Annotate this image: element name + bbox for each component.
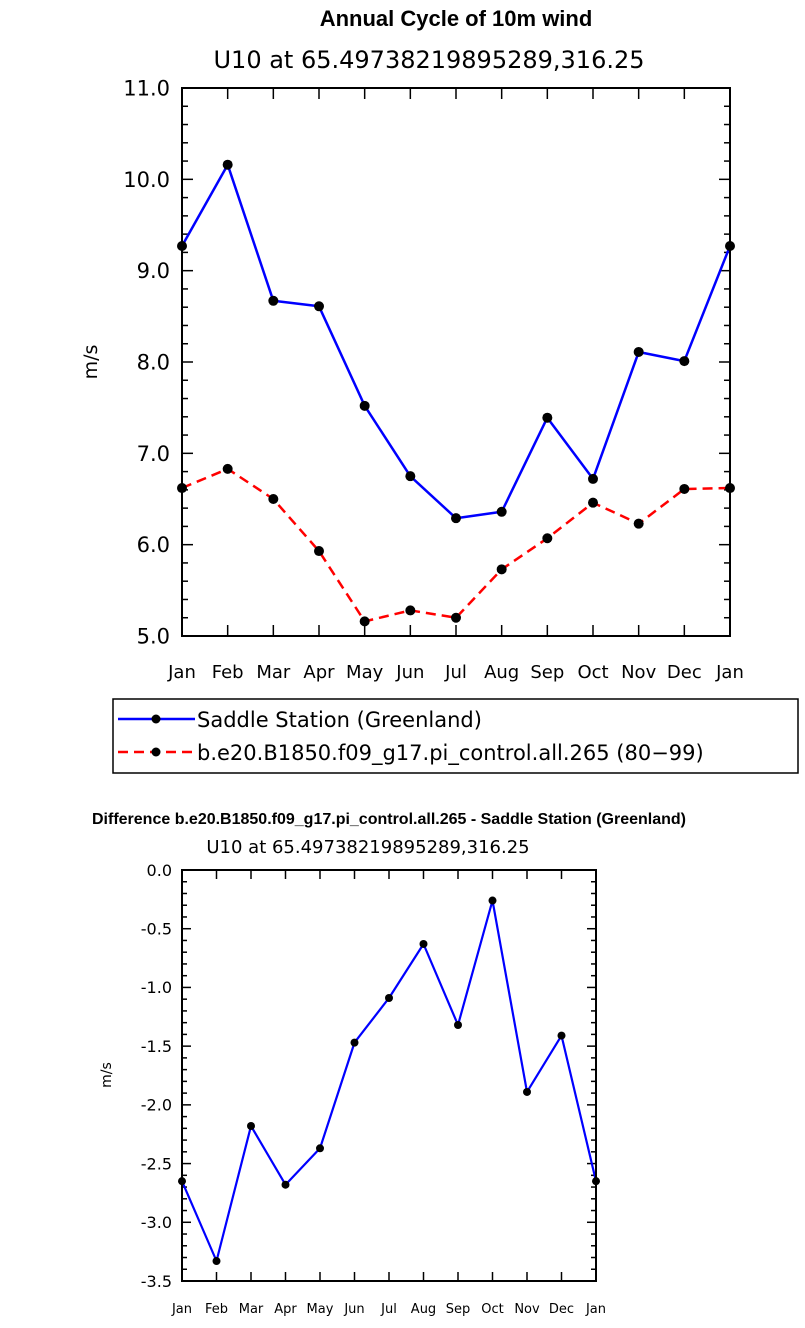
x-tick-label: Mar [239, 1302, 264, 1317]
data-point [451, 513, 461, 524]
y-tick-label: 6.0 [137, 533, 170, 557]
x-tick-label: Jan [171, 1302, 192, 1317]
legend-entry-observed: Saddle Station (Greenland) [118, 708, 482, 732]
data-point [281, 1180, 290, 1189]
x-tick-label: Oct [577, 662, 608, 683]
data-point [419, 939, 428, 948]
data-point [451, 612, 461, 623]
data-point [247, 1121, 255, 1130]
y-tick-label: 5.0 [137, 625, 170, 649]
x-tick-label: Aug [484, 662, 519, 683]
chart1-lines [177, 159, 735, 627]
chart2-plot-frame [181, 869, 597, 1282]
x-tick-label: Dec [549, 1302, 574, 1317]
chart1-plot-frame [181, 87, 731, 637]
x-tick-label: Mar [256, 662, 291, 683]
data-point [268, 494, 279, 504]
y-tick-label: -1.5 [141, 1037, 172, 1056]
x-tick-label: Sep [446, 1302, 471, 1317]
y-tick-label: 10.0 [123, 168, 170, 192]
chart1-title: Annual Cycle of 10m wind [320, 6, 593, 31]
x-tick-label: Feb [205, 1302, 228, 1317]
data-point [222, 463, 233, 474]
x-tick-label: Jul [380, 1302, 397, 1317]
x-tick-label: Jul [444, 662, 467, 683]
x-tick-label: Jun [343, 1302, 364, 1317]
legend-label-model: b.e20.B1850.f09_g17.pi_control.all.265 (… [197, 741, 704, 766]
data-point [405, 605, 416, 616]
legend-label-observed: Saddle Station (Greenland) [197, 708, 482, 732]
data-point [588, 497, 598, 508]
data-point [316, 1144, 324, 1153]
data-point [405, 471, 416, 482]
y-tick-label: 8.0 [137, 351, 170, 375]
data-point [350, 1038, 359, 1047]
legend-marker-model [151, 747, 161, 757]
x-tick-label: Jun [395, 662, 424, 683]
chart2-lines [178, 896, 600, 1266]
legend-entry-model: b.e20.B1850.f09_g17.pi_control.all.265 (… [118, 741, 704, 766]
data-point [557, 1031, 566, 1040]
x-tick-label: Jan [167, 662, 196, 683]
data-point [679, 483, 690, 494]
data-point [633, 346, 644, 357]
x-tick-label: Sep [530, 662, 564, 683]
data-point [314, 301, 324, 312]
x-tick-label: May [346, 662, 384, 683]
data-point [488, 896, 497, 905]
x-tick-label: Jan [585, 1302, 606, 1317]
data-point [385, 993, 393, 1002]
y-tick-label: 9.0 [137, 259, 170, 283]
data-point [268, 295, 279, 306]
data-point [542, 412, 553, 423]
x-tick-label: Apr [274, 1302, 297, 1317]
chart2-ylabel: m/s [99, 1062, 115, 1088]
legend-box [112, 698, 799, 774]
y-tick-label: -2.5 [141, 1154, 172, 1173]
x-tick-label: Feb [212, 662, 244, 683]
series-line [181, 467, 731, 623]
data-point [314, 546, 324, 557]
data-point [588, 473, 598, 484]
y-tick-label: -2.0 [141, 1096, 172, 1115]
data-point [542, 533, 553, 544]
data-point [359, 616, 370, 627]
chart2-subtitle: U10 at 65.49738219895289,316.25 [206, 837, 529, 858]
y-tick-label: 7.0 [137, 442, 170, 466]
x-tick-label: Nov [514, 1302, 540, 1317]
data-point [496, 564, 507, 575]
series-line [180, 899, 598, 1263]
y-tick-label: -3.5 [141, 1272, 172, 1291]
data-point [359, 400, 370, 411]
x-tick-label: Dec [667, 662, 702, 683]
data-point [523, 1087, 531, 1096]
chart1-legend: Saddle Station (Greenland) b.e20.B1850.f… [112, 698, 799, 774]
x-tick-label: Apr [303, 662, 335, 683]
data-point [496, 506, 507, 517]
data-point [679, 356, 690, 367]
x-tick-label: Oct [481, 1302, 503, 1317]
series-line [180, 163, 732, 520]
x-tick-label: Aug [411, 1302, 436, 1317]
chart2-ticks: -3.5 -3.0 -2.5 -2.0 -1.5 -1.0 -0.5 0.0 Jan Feb Mar… [141, 861, 606, 1317]
legend-marker-observed [151, 714, 161, 724]
data-point [222, 159, 233, 170]
y-tick-label: -3.0 [141, 1213, 172, 1232]
chart2-title: Difference b.e20.B1850.f09_g17.pi_contro… [92, 811, 686, 828]
x-tick-label: May [307, 1302, 334, 1317]
chart1-ticks: 5.0 6.0 7.0 8.0 9.0 10.0 11.0 Jan Feb Mar Apr May Ju… [123, 77, 744, 683]
y-tick-label: -0.5 [141, 919, 172, 938]
data-point [633, 518, 644, 529]
y-tick-label: -1.0 [141, 978, 172, 997]
x-tick-label: Nov [621, 662, 656, 683]
chart1-ylabel: m/s [80, 345, 102, 380]
y-tick-label: 11.0 [123, 77, 170, 101]
data-point [454, 1021, 462, 1030]
x-tick-label: Jan [715, 662, 744, 683]
chart1-subtitle: U10 at 65.49738219895289,316.25 [213, 46, 644, 74]
y-tick-label: 0.0 [147, 861, 172, 880]
data-point [212, 1257, 221, 1266]
